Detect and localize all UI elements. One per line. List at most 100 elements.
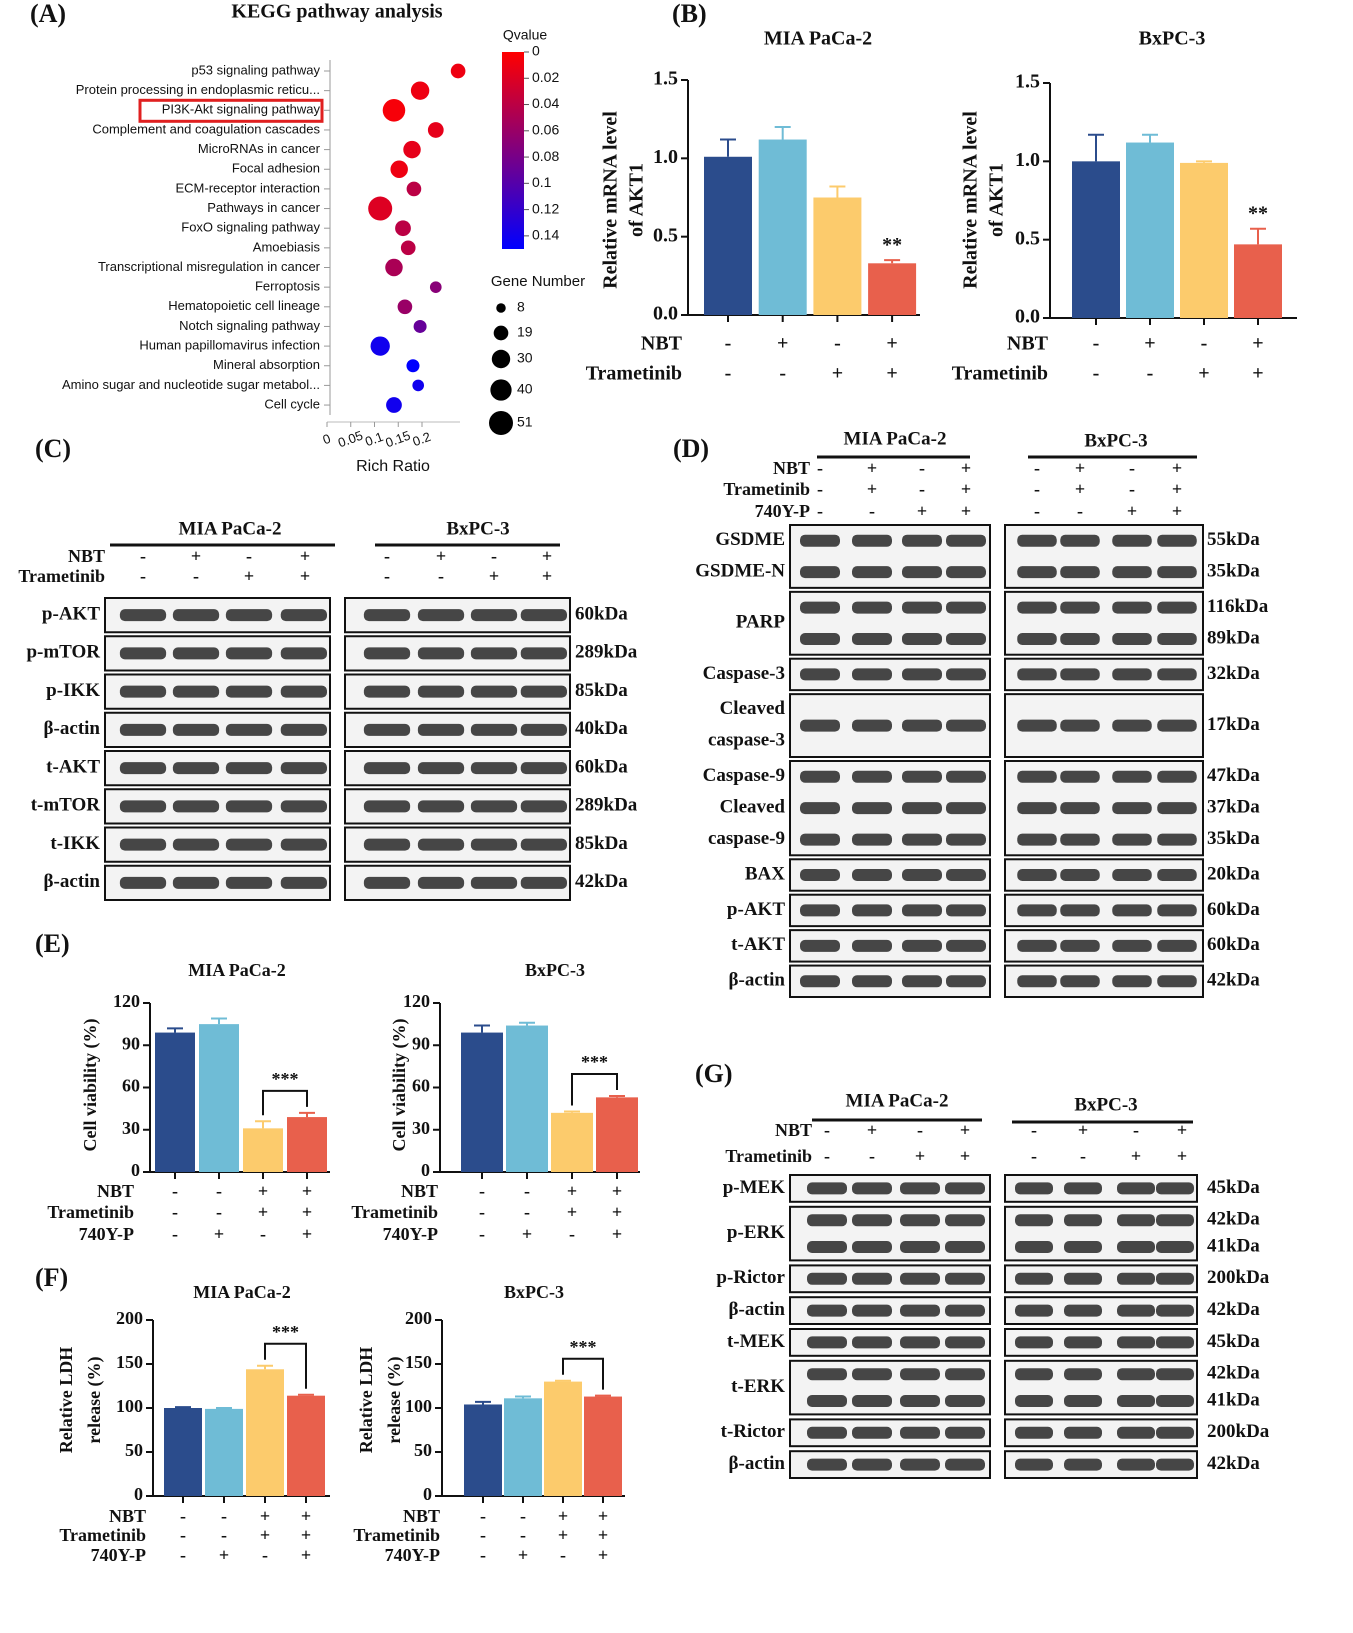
blot-band xyxy=(363,685,411,698)
panel-label: (E) xyxy=(35,929,70,958)
blot-band xyxy=(1156,1395,1194,1407)
condition-sign: - xyxy=(1129,479,1135,499)
pathway-label: ECM-receptor interaction xyxy=(176,180,321,195)
condition-sign: - xyxy=(524,1181,530,1201)
blot-band xyxy=(1112,633,1152,645)
condition-sign: + xyxy=(832,363,843,385)
size-legend-dot xyxy=(493,325,509,341)
blot-band xyxy=(800,601,840,614)
blot-band xyxy=(363,723,411,736)
blot-band xyxy=(1157,534,1197,547)
condition-sign: - xyxy=(480,1525,486,1545)
condition-sign: + xyxy=(961,458,971,478)
size-legend-label: 19 xyxy=(517,324,533,340)
blot-band xyxy=(800,633,840,645)
significance: *** xyxy=(581,1052,608,1072)
blot-band xyxy=(1015,1182,1053,1195)
blot-band xyxy=(1157,904,1197,917)
blot-band xyxy=(1017,904,1057,917)
condition-label: 740Y-P xyxy=(91,1545,146,1565)
condition-sign: + xyxy=(300,566,310,586)
condition-label: Trametinib xyxy=(353,1525,440,1545)
error-bar xyxy=(829,185,846,198)
condition-sign: + xyxy=(915,1146,925,1166)
blot-band xyxy=(363,800,411,813)
size-legend-title: Gene Number xyxy=(491,273,585,290)
blot-band xyxy=(1017,601,1057,614)
pathway-label: Transcriptional misregulation in cancer xyxy=(98,259,321,274)
blot-band xyxy=(1156,1426,1194,1439)
blot-band xyxy=(470,876,518,889)
chart-title: BxPC-3 xyxy=(504,1282,564,1302)
blot-band xyxy=(807,1182,847,1195)
condition-sign: - xyxy=(919,479,925,499)
y-tick-label: 30 xyxy=(412,1118,430,1138)
condition-sign: - xyxy=(917,1120,923,1140)
blot-band xyxy=(900,1368,940,1381)
error-bar xyxy=(216,1407,232,1409)
y-tick-label: 200 xyxy=(405,1308,432,1328)
bubble xyxy=(406,359,420,373)
blot-band xyxy=(225,723,273,736)
blot-band xyxy=(1064,1426,1102,1439)
condition-sign: - xyxy=(1031,1146,1037,1166)
blot-band xyxy=(902,601,942,614)
y-tick-label: 90 xyxy=(412,1033,430,1053)
condition-label: Trametinib xyxy=(351,1202,438,1222)
blot-band xyxy=(119,609,167,622)
blot-band xyxy=(470,723,518,736)
bubble xyxy=(410,81,430,100)
blot-band xyxy=(945,1395,985,1407)
blot-band xyxy=(172,762,220,775)
condition-sign: + xyxy=(1131,1146,1141,1166)
colorbar-tick-label: 0.1 xyxy=(532,174,552,190)
protein-label: β-actin xyxy=(729,1299,786,1320)
blot-band xyxy=(946,869,986,881)
condition-sign: - xyxy=(824,1146,830,1166)
blot-band xyxy=(1060,869,1100,881)
protein-label: Caspase-3 xyxy=(703,663,785,684)
blot-band xyxy=(520,876,567,889)
blot-band xyxy=(902,904,942,917)
blot-band xyxy=(119,800,167,813)
blot-band xyxy=(1117,1241,1155,1253)
size-legend-label: 51 xyxy=(517,414,533,430)
y-tick-label: 150 xyxy=(116,1352,143,1372)
blot-band xyxy=(1060,833,1100,846)
blot-band xyxy=(172,800,220,813)
blot-band xyxy=(172,685,220,698)
condition-sign: + xyxy=(1127,501,1137,521)
x-tick-label: 0.2 xyxy=(411,429,433,449)
significance-bracket xyxy=(262,1089,308,1116)
error-bar xyxy=(298,1393,314,1396)
blot-band xyxy=(946,633,986,645)
condition-sign: - xyxy=(140,566,146,586)
blot-band xyxy=(1117,1426,1155,1439)
blot-band xyxy=(800,668,840,681)
condition-sign: - xyxy=(560,1545,566,1565)
bar xyxy=(287,1395,325,1496)
blot-band xyxy=(946,802,986,815)
blot-band xyxy=(945,1241,985,1253)
blot-band xyxy=(852,1368,892,1381)
colorbar-tick-label: 0.06 xyxy=(532,122,559,138)
condition-sign: + xyxy=(258,1202,268,1222)
bubble xyxy=(382,99,406,122)
blot-band xyxy=(900,1458,940,1471)
blot-band xyxy=(520,647,567,660)
condition-sign: + xyxy=(302,1202,312,1222)
bubble xyxy=(368,196,393,221)
chart-title: KEGG pathway analysis xyxy=(231,1,442,23)
pathway-label: MicroRNAs in cancer xyxy=(198,141,321,156)
condition-sign: + xyxy=(598,1506,608,1526)
error-bar xyxy=(167,1027,183,1033)
blot-band xyxy=(1017,668,1057,681)
blot-band xyxy=(1017,719,1057,732)
y-axis-label: Cell viability (%) xyxy=(80,1019,101,1152)
condition-sign: - xyxy=(520,1506,526,1526)
cell-line-label: BxPC-3 xyxy=(1074,1094,1137,1115)
blot-band xyxy=(1060,939,1100,952)
blot-band xyxy=(1112,833,1152,846)
condition-sign: + xyxy=(961,501,971,521)
condition-sign: - xyxy=(221,1525,227,1545)
